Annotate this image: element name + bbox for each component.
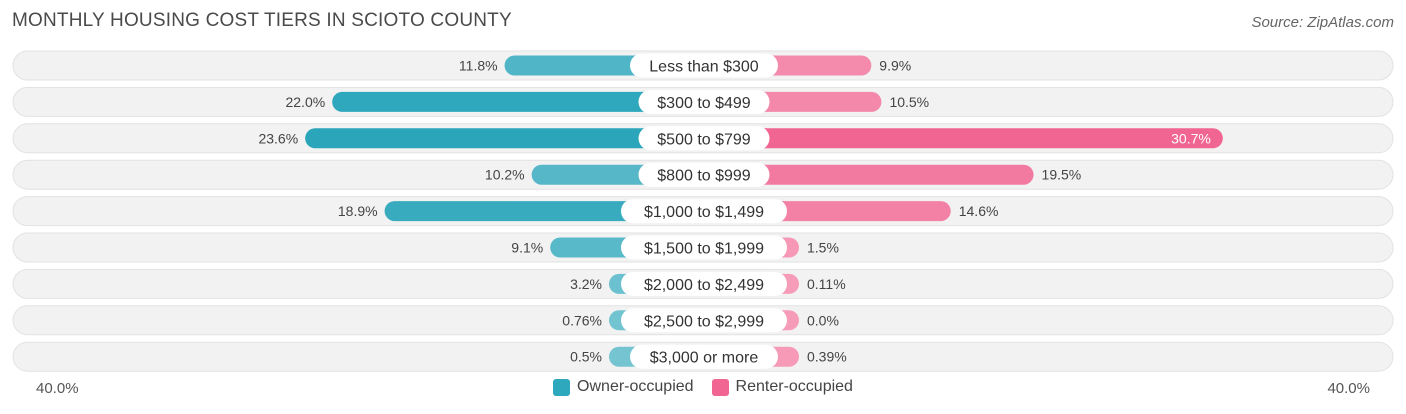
category-label: $300 to $499 xyxy=(657,95,751,112)
category-pill xyxy=(621,271,787,296)
value-label-renter: 0.39% xyxy=(807,349,847,365)
value-label-owner: 0.76% xyxy=(562,312,602,328)
value-label-renter: 19.5% xyxy=(1042,167,1082,183)
category-label: $1,000 to $1,499 xyxy=(644,204,764,221)
value-label-renter: 30.7% xyxy=(1171,130,1211,146)
category-label: Less than $300 xyxy=(649,59,759,76)
value-label-owner: 3.2% xyxy=(570,276,602,292)
category-pill xyxy=(638,126,770,151)
value-label-owner: 0.5% xyxy=(570,349,602,365)
legend: Owner-occupied Renter-occupied xyxy=(0,378,1406,396)
value-label-renter: 0.0% xyxy=(807,312,839,328)
value-label-owner: 11.8% xyxy=(459,58,498,74)
category-label: $500 to $799 xyxy=(657,131,751,148)
axis-right-label: 40.0% xyxy=(1327,380,1370,397)
value-label-renter: 10.5% xyxy=(889,94,929,110)
category-label: $800 to $999 xyxy=(657,168,751,185)
value-label-owner: 22.0% xyxy=(285,94,325,110)
legend-swatch-owner xyxy=(553,378,571,396)
category-label: $1,500 to $1,999 xyxy=(644,241,764,258)
bar-owner xyxy=(332,91,714,112)
value-label-owner: 23.6% xyxy=(258,130,298,146)
category-pill xyxy=(621,235,787,260)
category-pill xyxy=(621,308,787,333)
value-label-renter: 9.9% xyxy=(879,58,911,74)
value-label-owner: 9.1% xyxy=(511,240,543,256)
category-pill xyxy=(638,89,770,114)
value-label-renter: 0.11% xyxy=(807,276,846,292)
source-label: Source: ZipAtlas.com xyxy=(1251,14,1394,31)
bar-renter xyxy=(694,128,1223,149)
value-label-owner: 18.9% xyxy=(338,203,378,219)
legend-label-owner: Owner-occupied xyxy=(577,378,694,395)
chart-title: MONTHLY HOUSING COST TIERS IN SCIOTO COU… xyxy=(12,10,512,31)
category-pill xyxy=(638,162,770,187)
legend-label-renter: Renter-occupied xyxy=(735,378,853,395)
legend-swatch-renter xyxy=(711,378,729,396)
category-pill xyxy=(621,199,787,224)
value-label-renter: 14.6% xyxy=(959,203,999,219)
category-pill xyxy=(630,344,778,369)
bar-owner xyxy=(305,128,714,149)
legend-item-owner: Owner-occupied xyxy=(553,378,694,396)
legend-item-renter: Renter-occupied xyxy=(711,378,853,396)
bar-renter xyxy=(694,164,1034,185)
category-label: $3,000 or more xyxy=(650,350,759,367)
chart-canvas: Less than $300 11.8% 9.9% $300 to $499 22.0%… xyxy=(12,50,1394,372)
category-label: $2,500 to $2,999 xyxy=(644,313,764,330)
value-label-owner: 10.2% xyxy=(485,167,525,183)
value-label-renter: 1.5% xyxy=(807,240,839,256)
category-pill xyxy=(630,53,778,78)
category-label: $2,000 to $2,499 xyxy=(644,277,764,294)
axis-left-label: 40.0% xyxy=(36,380,79,397)
